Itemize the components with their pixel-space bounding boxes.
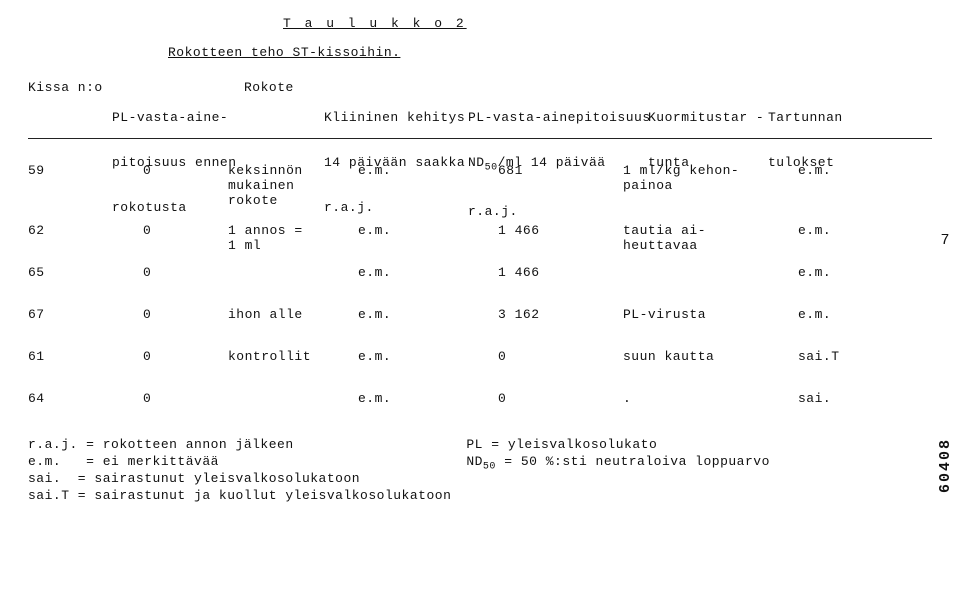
cell-kissa: 64	[28, 391, 45, 406]
cell-rokote: keksinnön mukainen rokote	[228, 163, 303, 208]
legend-nd-sub: 50	[483, 462, 496, 473]
column-header: Kissa n:o PL-vasta-aine- pitoisuus ennen…	[28, 80, 932, 139]
title: T a u l u k k o 2	[283, 16, 467, 31]
legend-right: PL = yleisvalkosolukato ND50 = 50 %:sti …	[466, 435, 770, 475]
cell-rokote: ihon alle	[228, 307, 303, 322]
cell-pl: 0	[143, 163, 151, 178]
cell-nd: 1 466	[498, 265, 588, 280]
col-header-nd-line1: PL-vasta-ainepitoisuus	[468, 110, 651, 125]
table-row: 64 0 e.m. 0. sai.	[28, 391, 932, 425]
col-header-kissa: Kissa n:o	[28, 80, 103, 95]
cell-kuormitus: .	[623, 391, 631, 406]
cell-kehitys: e.m.	[358, 349, 391, 364]
cell-rokote: 1 annos = 1 ml	[228, 223, 303, 253]
cell-kehitys: e.m.	[358, 223, 391, 238]
cell-kehitys: e.m.	[358, 391, 391, 406]
table-row: 67 0 ihon alle e.m. 3 162 PL-virusta e.m.	[28, 307, 932, 349]
cell-pl: 0	[143, 265, 151, 280]
cell-tulos: sai.T	[798, 349, 840, 364]
cell-nd: 681	[498, 163, 588, 178]
legend-left-line: sai.T = sairastunut ja kuollut yleisvalk…	[28, 488, 458, 503]
cell-nd: 1 466	[498, 223, 588, 238]
legend: r.a.j. = rokotteen annon jälkeen e.m. = …	[28, 435, 932, 505]
cell-kuormitus: suun kautta	[623, 349, 714, 364]
cell-nd: 3 162	[498, 307, 588, 322]
legend-left-line: sai. = sairastunut yleisvalkosolukatoon	[28, 471, 458, 486]
page-side-number: 7	[940, 232, 950, 249]
cell-rokote: kontrollit	[228, 349, 311, 364]
page-stamp: 60408	[937, 438, 954, 493]
cell-pl: 0	[143, 391, 151, 406]
subtitle: Rokotteen teho ST-kissoihin.	[168, 45, 400, 60]
legend-right-line: PL = yleisvalkosolukato	[466, 437, 770, 452]
cell-kissa: 65	[28, 265, 45, 280]
col-header-tartunta-line1: Tartunnan	[768, 110, 843, 125]
cell-kehitys: e.m.	[358, 307, 391, 322]
legend-left-line: e.m. = ei merkittävää	[28, 454, 458, 469]
table-row: 65 0 e.m. 1 466 e.m.	[28, 265, 932, 307]
col-header-pl-line1: PL-vasta-aine-	[112, 110, 237, 125]
cell-tulos: e.m.	[798, 223, 831, 238]
legend-left-line: r.a.j. = rokotteen annon jälkeen	[28, 437, 458, 452]
cell-kehitys: e.m.	[358, 163, 391, 178]
col-header-rokote: Rokote	[244, 80, 294, 95]
cell-kuormitus: tautia ai- heuttavaa	[623, 223, 706, 253]
cell-kissa: 61	[28, 349, 45, 364]
cell-tulos: e.m.	[798, 265, 831, 280]
table-row: 61 0 kontrollit e.m. 0 suun kautta sai.T	[28, 349, 932, 391]
cell-pl: 0	[143, 349, 151, 364]
col-header-kuorm-line1: Kuormitustar -	[648, 110, 764, 125]
cell-kissa: 62	[28, 223, 45, 238]
cell-tulos: sai.	[798, 391, 831, 406]
data-rows: 59 0 keksinnön mukainen rokote e.m. 681 1 ml/…	[28, 163, 932, 425]
cell-tulos: e.m.	[798, 163, 831, 178]
col-header-klin-line1: Kliininen kehitys	[324, 110, 465, 125]
table-row: 59 0 keksinnön mukainen rokote e.m. 681 1 ml/…	[28, 163, 932, 223]
cell-pl: 0	[143, 307, 151, 322]
legend-nd-rest: = 50 %:sti neutraloiva loppuarvo	[496, 454, 770, 469]
cell-tulos: e.m.	[798, 307, 831, 322]
cell-kissa: 59	[28, 163, 45, 178]
legend-left: r.a.j. = rokotteen annon jälkeen e.m. = …	[28, 435, 458, 505]
cell-kehitys: e.m.	[358, 265, 391, 280]
table-row: 62 0 1 annos = 1 ml e.m. 1 466 tautia ai- heu…	[28, 223, 932, 265]
cell-kissa: 67	[28, 307, 45, 322]
cell-kuormitus: PL-virusta	[623, 307, 706, 322]
cell-kuormitus: 1 ml/kg kehon- painoa	[623, 163, 739, 193]
legend-right-line: ND50 = 50 %:sti neutraloiva loppuarvo	[466, 454, 770, 473]
cell-pl: 0	[143, 223, 151, 238]
cell-nd: 0	[498, 349, 588, 364]
cell-nd: 0	[498, 391, 588, 406]
legend-nd: ND	[466, 454, 483, 469]
